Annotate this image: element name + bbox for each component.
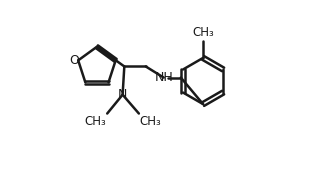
Text: O: O	[70, 54, 79, 67]
Text: NH: NH	[154, 71, 173, 84]
Text: CH₃: CH₃	[192, 26, 214, 39]
Text: CH₃: CH₃	[140, 115, 162, 128]
Text: CH₃: CH₃	[85, 115, 106, 128]
Text: N: N	[118, 88, 127, 101]
